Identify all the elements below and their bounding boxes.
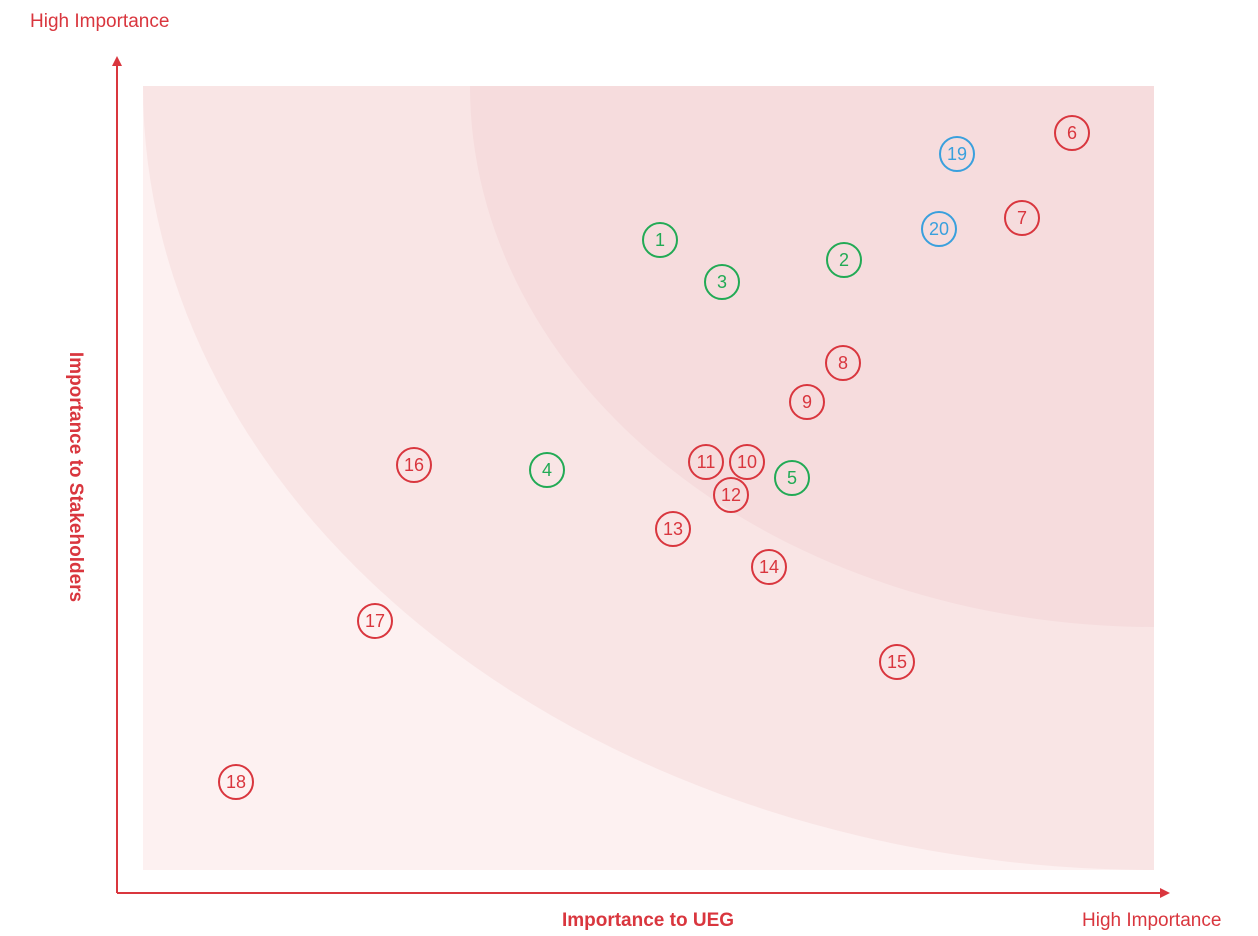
topic-circle: [774, 460, 810, 496]
topic-label: 5: [787, 468, 797, 488]
topic-label: 16: [404, 455, 424, 475]
topic-label: 14: [759, 557, 779, 577]
topic-circle: [751, 549, 787, 585]
topic-circle: [879, 644, 915, 680]
topic-label: 20: [929, 219, 949, 239]
topic-circle: [713, 477, 749, 513]
topic-label: 3: [717, 272, 727, 292]
topic-label: 11: [697, 452, 716, 472]
topic-circle: [825, 345, 861, 381]
topic-circle: [826, 242, 862, 278]
topic-circle: [1004, 200, 1040, 236]
topic-label: 9: [802, 392, 812, 412]
topic-label: 1: [655, 230, 665, 250]
topic-circle: [1054, 115, 1090, 151]
x-high-label: High Importance: [1082, 910, 1221, 931]
zone-high: [470, 86, 1154, 627]
topic-circle: [704, 264, 740, 300]
topic-label: 6: [1067, 123, 1077, 143]
topic-circle: [939, 136, 975, 172]
y-axis-title: Importance to Stakeholders: [65, 352, 86, 602]
topic-label: 19: [947, 144, 967, 164]
topic-circle: [688, 444, 724, 480]
topic-label: 15: [887, 652, 907, 672]
topic-circle: [789, 384, 825, 420]
topic-label: 2: [839, 250, 849, 270]
topic-circle: [655, 511, 691, 547]
y-high-label: High Importance: [30, 11, 169, 32]
topic-label: 18: [226, 772, 246, 792]
topic-circle: [921, 211, 957, 247]
topic-circle: [529, 452, 565, 488]
topic-label: 13: [663, 519, 683, 539]
topic-label: 7: [1017, 208, 1027, 228]
topic-circle: [729, 444, 765, 480]
topic-circle: [357, 603, 393, 639]
topic-label: 4: [542, 460, 552, 480]
topic-label: 12: [721, 485, 741, 505]
topic-circle: [218, 764, 254, 800]
topic-circle: [396, 447, 432, 483]
x-axis-title: Importance to UEG: [562, 910, 734, 931]
topic-label: 10: [737, 452, 757, 472]
topic-circle: [642, 222, 678, 258]
topic-label: 8: [838, 353, 848, 373]
topic-label: 17: [365, 611, 385, 631]
